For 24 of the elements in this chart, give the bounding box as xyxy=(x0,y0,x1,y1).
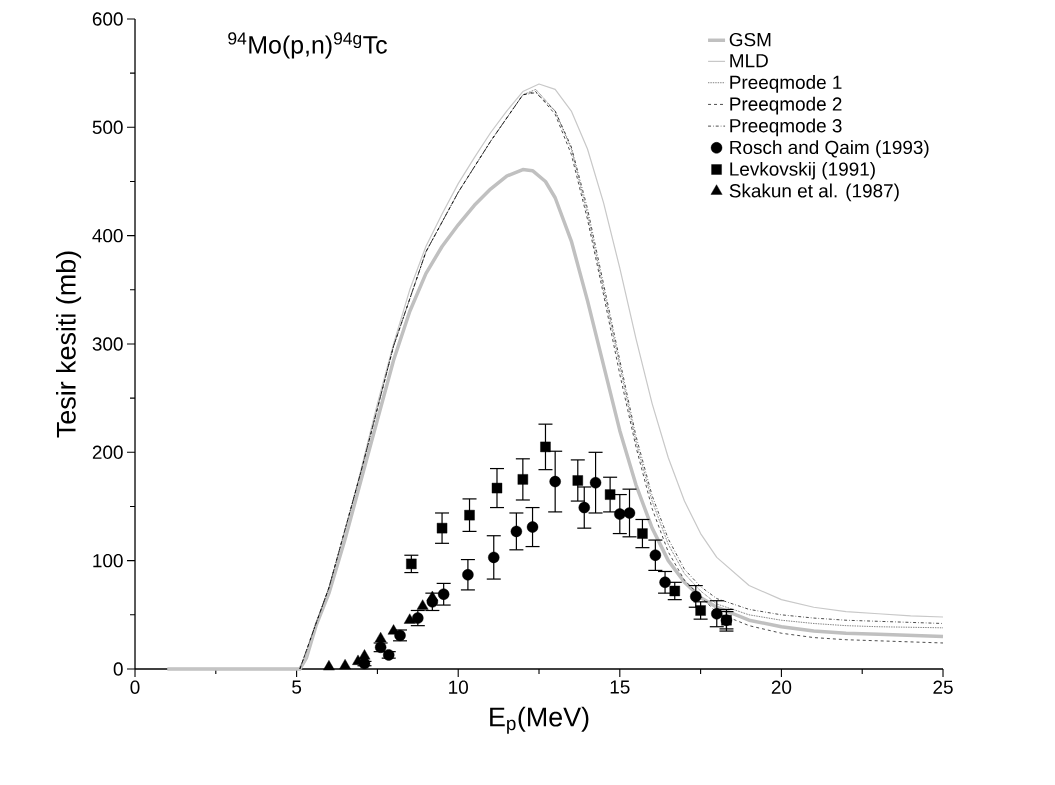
y-tick-label: 500 xyxy=(92,120,123,135)
x-tick-label: 20 xyxy=(771,680,792,694)
legend-label: Preeqmode 1 xyxy=(730,75,842,93)
y-tick-label: 400 xyxy=(92,228,123,243)
y-tick-label: 0 xyxy=(113,662,123,676)
legend-label: Preeqmode 3 xyxy=(730,118,842,137)
legend-label: Preeqmode 2 xyxy=(730,96,842,115)
y-axis-title: Tesir kesiti (mb) xyxy=(56,251,82,438)
x-axis-title: E$_{p}$(MeV) xyxy=(490,706,589,734)
y-tick-label: 100 xyxy=(93,553,123,568)
legend-label: GSM xyxy=(729,32,771,47)
text: $^{94}$Mo(p,n)$^{94g}$Tc xyxy=(228,32,387,59)
legend-label: Skakun et al. (1987) xyxy=(729,183,899,202)
legend-label: Rosch and Qaim (1993) xyxy=(730,140,929,158)
x-tick-label: 10 xyxy=(449,680,468,694)
legend-label: Levkovskij (1991) xyxy=(730,161,875,180)
x-tick-label: 25 xyxy=(933,680,953,694)
y-tick-label: 600 xyxy=(92,12,123,26)
y-tick-label: 300 xyxy=(92,337,123,351)
x-tick-label: 15 xyxy=(610,680,630,694)
legend-label: MLD xyxy=(730,54,768,68)
x-tick-label: 5 xyxy=(292,680,302,694)
x-tick-label: 0 xyxy=(130,680,140,694)
y-tick-label: 200 xyxy=(92,445,123,460)
